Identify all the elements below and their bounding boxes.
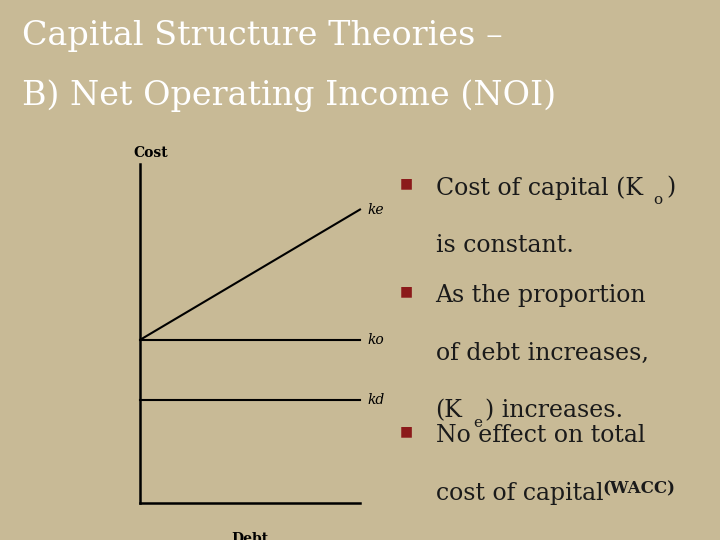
Text: ) increases.: ) increases. (485, 400, 623, 422)
Text: kd: kd (367, 393, 384, 407)
Text: (K: (K (436, 400, 462, 422)
Text: As the proportion: As the proportion (436, 284, 647, 307)
Text: Capital Structure Theories –: Capital Structure Theories – (22, 19, 503, 51)
Text: Cost: Cost (133, 146, 168, 160)
Text: ko: ko (367, 333, 384, 347)
Text: of debt increases,: of debt increases, (436, 342, 649, 364)
Text: (WACC): (WACC) (603, 480, 675, 497)
Text: B) Net Operating Income (NOI): B) Net Operating Income (NOI) (22, 79, 556, 111)
Text: ■: ■ (400, 284, 413, 298)
Text: e: e (473, 416, 482, 430)
Text: No effect on total: No effect on total (436, 424, 645, 447)
Text: ): ) (667, 177, 676, 199)
Text: ■: ■ (400, 177, 413, 191)
Text: o: o (653, 193, 662, 207)
Text: ■: ■ (400, 424, 413, 438)
Text: Debt: Debt (232, 532, 269, 540)
Text: cost of capital: cost of capital (436, 482, 611, 505)
Text: ke: ke (367, 202, 384, 217)
Text: Cost of capital (K: Cost of capital (K (436, 177, 642, 200)
Text: is constant.: is constant. (436, 234, 573, 257)
